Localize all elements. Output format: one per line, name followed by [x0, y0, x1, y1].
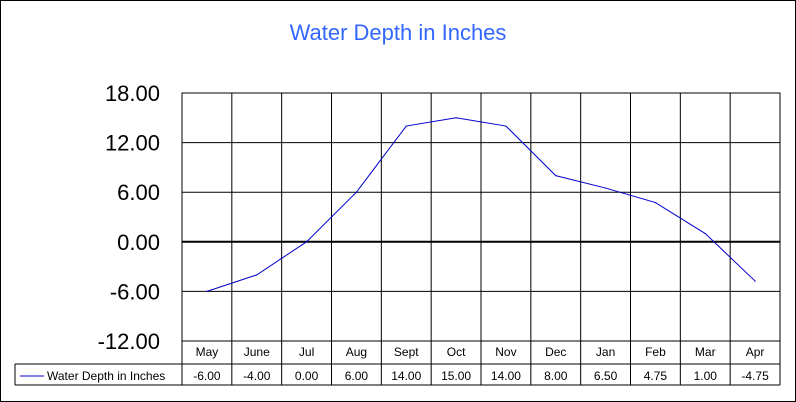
data-table-cell: 4.75 — [644, 369, 668, 383]
data-table-cell: -4.00 — [243, 369, 271, 383]
chart-title: Water Depth in Inches — [289, 20, 507, 45]
data-table-cell: 14.00 — [391, 369, 421, 383]
x-tick-label: May — [196, 345, 219, 359]
data-table-cell: 8.00 — [544, 369, 568, 383]
data-point — [754, 280, 756, 282]
x-tick-label: Dec — [545, 345, 566, 359]
data-point — [604, 187, 607, 189]
data-point — [455, 117, 457, 119]
y-tick-label: 18.00 — [105, 81, 160, 106]
x-tick-label: Aug — [346, 345, 367, 359]
x-tick-label: Feb — [645, 345, 666, 359]
x-tick-label: Oct — [447, 345, 466, 359]
data-point — [355, 191, 358, 193]
data-point — [704, 232, 706, 235]
y-tick-label: 6.00 — [117, 180, 160, 205]
series-line — [206, 117, 756, 292]
data-table-cell: 15.00 — [441, 369, 471, 383]
legend-label: Water Depth in Inches — [47, 369, 165, 383]
data-table: Water Depth in Inches -6.00 -4.00 0.00 6.00 1… — [14, 341, 781, 386]
x-tick-label: Jul — [299, 345, 314, 359]
y-axis: 18.00 12.00 6.00 0.00 -6.00 -12.00 — [98, 81, 160, 354]
data-point — [206, 290, 208, 292]
data-table-cell: -6.00 — [193, 369, 221, 383]
data-table-cell: 6.50 — [594, 369, 618, 383]
x-tick-label: Mar — [695, 345, 716, 359]
grid — [181, 92, 781, 385]
data-point — [505, 125, 507, 127]
x-axis: May June Jul Aug Sept Oct Nov Dec Jan Feb Mar Apr — [196, 345, 765, 359]
data-point — [654, 201, 657, 204]
data-table-cell: 14.00 — [491, 369, 521, 383]
x-tick-label: Sept — [394, 345, 419, 359]
y-tick-label: -12.00 — [98, 329, 160, 354]
data-table-cell: 0.00 — [295, 369, 319, 383]
data-table-cell: 1.00 — [694, 369, 718, 383]
x-tick-label: Apr — [746, 345, 765, 359]
data-point — [405, 125, 407, 127]
data-point — [555, 175, 557, 177]
data-point — [305, 241, 308, 243]
y-tick-label: 0.00 — [117, 230, 160, 255]
x-tick-label: Nov — [495, 345, 516, 359]
y-tick-label: -6.00 — [110, 279, 160, 304]
data-table-cell: 6.00 — [345, 369, 369, 383]
data-table-cell: -4.75 — [741, 369, 769, 383]
series — [206, 117, 756, 292]
x-tick-label: Jan — [596, 345, 615, 359]
x-tick-label: June — [244, 345, 270, 359]
y-tick-label: 12.00 — [105, 131, 160, 156]
data-point — [256, 274, 258, 276]
